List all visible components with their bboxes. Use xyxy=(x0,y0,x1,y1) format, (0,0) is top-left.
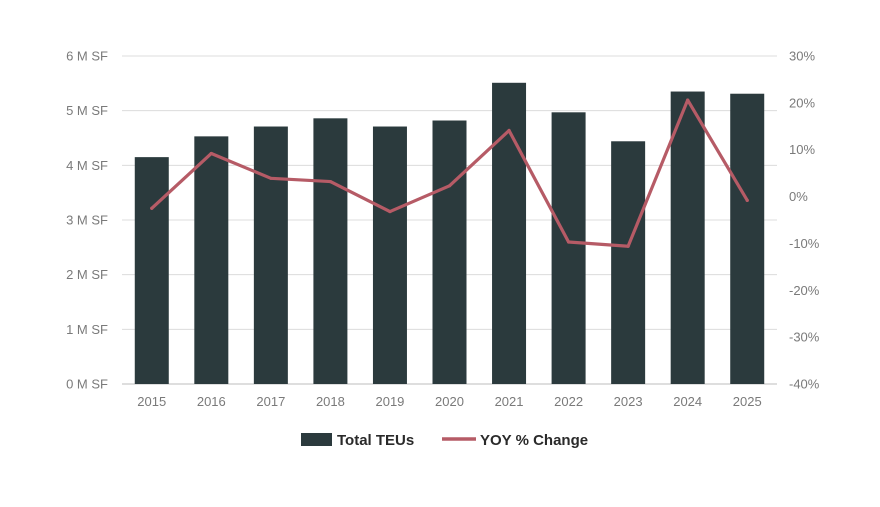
yoy-point-2024 xyxy=(686,98,690,102)
yoy-point-2015 xyxy=(150,206,154,210)
legend-swatch-bar xyxy=(301,433,332,446)
y-right-tick-label: 30% xyxy=(789,49,815,64)
yoy-point-2023 xyxy=(626,244,630,248)
bar-2020 xyxy=(432,120,467,385)
bar-2018 xyxy=(313,118,348,384)
bar-2021 xyxy=(492,82,527,384)
y-left-tick-label: 6 M SF xyxy=(66,49,108,64)
x-tick-label: 2022 xyxy=(554,394,583,409)
y-left-tick-label: 4 M SF xyxy=(66,158,108,173)
y-right-tick-label: 0% xyxy=(789,189,808,204)
bar-2017 xyxy=(253,126,288,385)
legend-label-bar: Total TEUs xyxy=(337,432,414,449)
y-left-tick-label: 0 M SF xyxy=(66,377,108,392)
yoy-point-2016 xyxy=(209,151,213,156)
y-axis-left: 0 M SF 1 M SF 2 M SF 3 M SF 4 M SF 5 M SF 6 M … xyxy=(66,49,108,392)
y-left-tick-label: 1 M SF xyxy=(66,322,108,337)
y-axis-right: -40% -30% -20% -10% 0% 10% 20% 30% xyxy=(789,49,820,392)
bar-2024 xyxy=(670,91,705,385)
yoy-point-2019 xyxy=(388,209,392,214)
bar-2015 xyxy=(134,157,169,384)
yoy-point-2017 xyxy=(269,176,273,180)
x-tick-label: 2021 xyxy=(495,394,524,409)
bar-2025 xyxy=(730,93,765,384)
bar-2023 xyxy=(611,141,646,384)
yoy-point-2020 xyxy=(447,184,452,188)
x-tick-label: 2023 xyxy=(614,394,643,409)
bar-series xyxy=(134,82,765,385)
x-tick-label: 2018 xyxy=(316,394,345,409)
y-left-tick-label: 2 M SF xyxy=(66,267,108,282)
y-left-tick-label: 3 M SF xyxy=(66,213,108,228)
bar-2016 xyxy=(194,136,229,384)
x-axis: 2015 2016 2017 2018 2019 2020 2021 2022 2023 2024… xyxy=(137,394,761,409)
legend-label-line: YOY % Change xyxy=(480,432,588,449)
bar-2022 xyxy=(551,112,586,384)
bar-2019 xyxy=(372,126,407,385)
y-right-tick-label: -10% xyxy=(789,236,820,251)
x-tick-label: 2020 xyxy=(435,394,464,409)
x-tick-label: 2016 xyxy=(197,394,226,409)
y-right-tick-label: -20% xyxy=(789,283,820,298)
y-right-tick-label: -40% xyxy=(789,377,820,392)
yoy-point-2022 xyxy=(566,240,571,244)
yoy-point-2018 xyxy=(328,179,333,184)
yoy-point-2025 xyxy=(745,198,749,202)
x-tick-label: 2025 xyxy=(733,394,762,409)
y-left-tick-label: 5 M SF xyxy=(66,103,108,118)
line-series xyxy=(150,98,749,248)
y-right-tick-label: -30% xyxy=(789,330,820,345)
x-tick-label: 2015 xyxy=(137,394,166,409)
y-right-tick-label: 20% xyxy=(789,95,815,110)
x-tick-label: 2017 xyxy=(256,394,285,409)
legend: Total TEUs YOY % Change xyxy=(301,432,588,449)
x-tick-label: 2024 xyxy=(673,394,702,409)
y-right-tick-label: 10% xyxy=(789,142,815,157)
yoy-point-2021 xyxy=(507,128,511,133)
x-tick-label: 2019 xyxy=(375,394,404,409)
